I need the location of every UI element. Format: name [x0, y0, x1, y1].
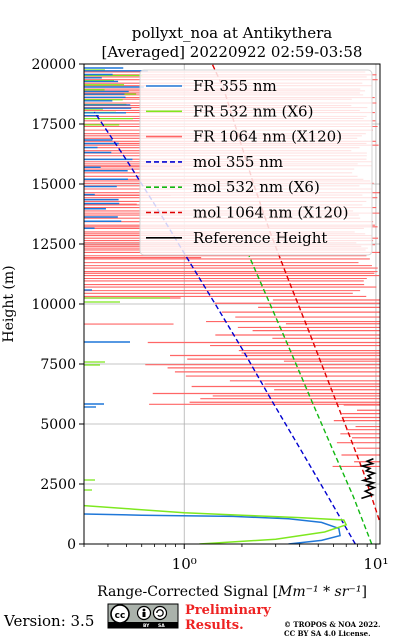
x-axis-label-units: Mm⁻¹ * sr⁻¹	[277, 584, 361, 600]
y-tick-label: 20000	[31, 57, 76, 73]
legend-label: FR 1064 nm (X120)	[193, 128, 342, 146]
version-label: Version: 3.5	[3, 612, 94, 630]
reference-height-series	[359, 458, 377, 500]
svg-text:SA: SA	[158, 623, 165, 629]
y-tick-label: 7500	[40, 357, 76, 373]
cc-by-sa-icon: cc BY SA	[107, 603, 179, 629]
legend-label: mol 355 nm	[193, 153, 283, 171]
y-tick-label: 17500	[31, 117, 76, 133]
y-tick-label: 2500	[40, 477, 76, 493]
series-lines	[84, 64, 380, 544]
x-axis-label: Range-Corrected Signal [Mm⁻¹ * sr⁻¹]	[97, 584, 367, 600]
legend-label: Reference Height	[193, 229, 327, 247]
y-tick-label: 12500	[31, 237, 76, 253]
y-tick-label: 0	[67, 537, 76, 553]
fr-355-nm-series	[84, 513, 341, 544]
legend-box	[139, 69, 373, 256]
y-tick-label: 15000	[31, 177, 76, 193]
mol-532-nm-x6-series	[248, 255, 373, 544]
fr-532-nm-x6-series	[84, 504, 348, 544]
y-axis-label: Height (m)	[1, 265, 17, 342]
legend-label: FR 355 nm	[193, 77, 277, 95]
chart-title-line-2: [Averaged] 20220922 02:59-03:58	[102, 43, 363, 61]
chart-title-line-1: pollyxt_noa at Antikythera	[132, 24, 332, 42]
copyright-line-2: CC BY SA 4.0 License.	[284, 629, 371, 638]
legend-label: FR 532 nm (X6)	[193, 102, 313, 120]
legend-label: mol 532 nm (X6)	[193, 178, 320, 196]
preliminary-label-line-2: Results.	[185, 618, 244, 633]
x-tick-label: 10¹	[363, 555, 388, 573]
svg-text:cc: cc	[115, 611, 126, 621]
x-axis-label-suffix: ]	[361, 584, 366, 600]
axis-ticks: 0 2500 5000 7500 10000 12500 15000 17500 20000 10…	[31, 57, 388, 573]
x-axis-label-prefix: Range-Corrected Signal [	[97, 584, 278, 600]
x-tick-label: 10⁰	[172, 555, 197, 573]
legend: FR 355 nm FR 532 nm (X6) FR 1064 nm (X120)…	[139, 69, 373, 256]
y-tick-label: 10000	[31, 297, 76, 313]
legend-label: mol 1064 nm (X120)	[193, 204, 348, 222]
svg-text:BY: BY	[143, 623, 150, 629]
copyright-line-1: © TROPOS & NOA 2022.	[284, 620, 380, 629]
preliminary-label-line-1: Preliminary	[185, 603, 271, 618]
y-tick-label: 5000	[40, 417, 76, 433]
